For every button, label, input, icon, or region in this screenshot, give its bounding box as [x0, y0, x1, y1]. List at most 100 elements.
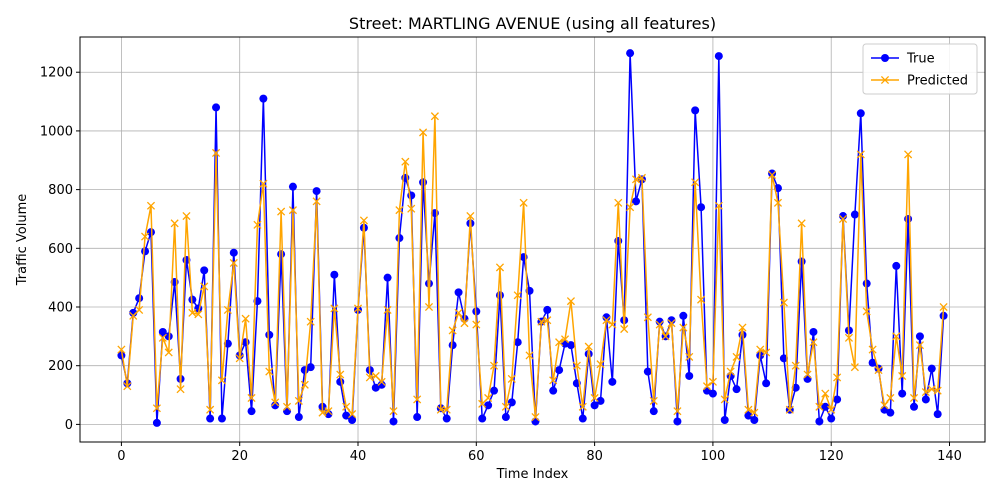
data-point	[862, 307, 871, 316]
data-point	[549, 386, 558, 395]
data-point	[685, 352, 694, 361]
data-point	[933, 386, 942, 395]
data-point	[927, 385, 936, 394]
data-point	[555, 366, 564, 375]
data-point	[472, 320, 481, 329]
data-point	[762, 379, 771, 388]
data-point	[649, 407, 658, 416]
data-point	[241, 314, 250, 323]
data-point	[608, 377, 617, 386]
data-point	[809, 338, 818, 347]
data-point	[383, 273, 392, 282]
data-point	[702, 382, 712, 391]
data-point	[631, 175, 641, 184]
data-point	[566, 341, 575, 350]
data-point	[827, 414, 836, 423]
data-point	[874, 366, 883, 375]
data-point	[389, 417, 398, 426]
data-point	[188, 295, 197, 304]
data-point	[211, 148, 221, 157]
legend-marker	[881, 54, 889, 62]
data-point	[880, 401, 889, 410]
data-point	[507, 398, 516, 407]
data-point	[235, 354, 244, 363]
data-point	[454, 308, 463, 317]
data-point	[501, 402, 510, 411]
data-point	[348, 415, 357, 424]
data-point	[862, 279, 871, 288]
data-point	[768, 169, 777, 178]
legend: True Predicted	[862, 43, 978, 95]
data-point	[933, 410, 942, 419]
data-point	[839, 212, 848, 221]
data-point	[217, 376, 227, 385]
data-point	[484, 393, 493, 403]
data-point	[259, 179, 268, 188]
data-point	[212, 103, 221, 112]
data-point	[655, 320, 664, 329]
data-point	[578, 414, 587, 423]
data-point	[342, 402, 351, 411]
y-tick-label: 600	[48, 242, 73, 257]
data-point	[318, 408, 327, 417]
data-point	[377, 377, 386, 386]
data-point	[188, 308, 197, 317]
data-point	[803, 374, 812, 383]
data-point	[697, 203, 706, 212]
data-point	[300, 380, 309, 389]
data-point	[708, 377, 717, 386]
data-point	[543, 316, 552, 325]
data-point	[448, 326, 457, 335]
data-point	[537, 317, 546, 326]
data-point	[371, 383, 380, 392]
data-point	[531, 412, 540, 422]
data-point	[643, 367, 652, 376]
data-point	[649, 396, 658, 405]
data-point	[844, 333, 854, 342]
data-point	[744, 411, 753, 420]
data-point	[513, 291, 522, 300]
x-axis-ticks: 0 20 40 60 80 100 120 140	[117, 442, 962, 464]
data-point	[833, 373, 842, 382]
data-point	[206, 405, 215, 414]
data-point	[773, 198, 783, 207]
data-point	[614, 236, 623, 245]
data-point	[904, 150, 913, 159]
data-point	[117, 345, 126, 354]
data-point	[265, 367, 274, 376]
y-tick-label: 400	[48, 301, 73, 316]
data-point	[714, 52, 723, 61]
data-point	[383, 305, 392, 314]
data-point	[750, 408, 759, 417]
data-point	[306, 363, 315, 372]
data-point	[135, 294, 144, 303]
data-point	[744, 405, 753, 414]
data-point	[756, 345, 765, 354]
legend-item-predicted: Predicted	[871, 74, 968, 89]
data-point	[206, 414, 215, 423]
data-point	[602, 316, 611, 325]
data-point	[507, 374, 516, 383]
data-point	[478, 414, 487, 423]
data-point	[442, 414, 451, 423]
x-tick-label: 0	[117, 449, 125, 464]
data-point	[632, 197, 641, 206]
data-point	[685, 371, 694, 380]
data-point	[513, 338, 522, 347]
data-point	[519, 198, 528, 207]
x-tick-label: 20	[231, 449, 248, 464]
data-point	[927, 364, 936, 373]
data-point	[330, 270, 339, 279]
data-point	[785, 405, 794, 414]
data-point	[312, 187, 321, 196]
data-point	[277, 207, 286, 216]
data-point	[141, 232, 150, 241]
data-point	[910, 402, 919, 411]
data-point	[821, 402, 830, 411]
data-point	[608, 320, 617, 329]
data-point	[856, 150, 865, 159]
series-predicted	[117, 112, 948, 422]
data-point	[419, 178, 428, 187]
